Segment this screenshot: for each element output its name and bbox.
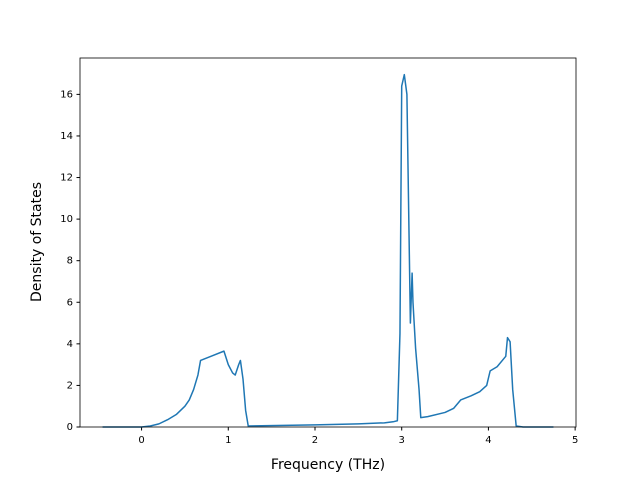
data-line: [102, 73, 554, 428]
x-tick-label: 1: [225, 435, 231, 446]
y-tick-label: 4: [67, 339, 73, 350]
x-tick-label: 4: [485, 435, 491, 446]
x-tick-label: 2: [312, 435, 318, 446]
y-tick-label: 0: [67, 422, 73, 433]
y-tick-label: 10: [60, 214, 73, 225]
x-tick-label: 5: [572, 435, 578, 446]
plot-frame: [79, 57, 577, 428]
x-tick-label: 3: [399, 435, 405, 446]
y-tick-label: 14: [60, 131, 73, 142]
y-tick-label: 2: [67, 380, 73, 391]
y-tick-label: 16: [60, 89, 73, 100]
x-axis-label: Frequency (THz): [271, 457, 385, 473]
y-tick-label: 6: [67, 297, 73, 308]
y-tick-label: 8: [67, 256, 73, 267]
y-axis-label: Density of States: [29, 182, 45, 302]
y-tick-label: 12: [60, 173, 73, 184]
x-tick-label: 0: [138, 435, 144, 446]
